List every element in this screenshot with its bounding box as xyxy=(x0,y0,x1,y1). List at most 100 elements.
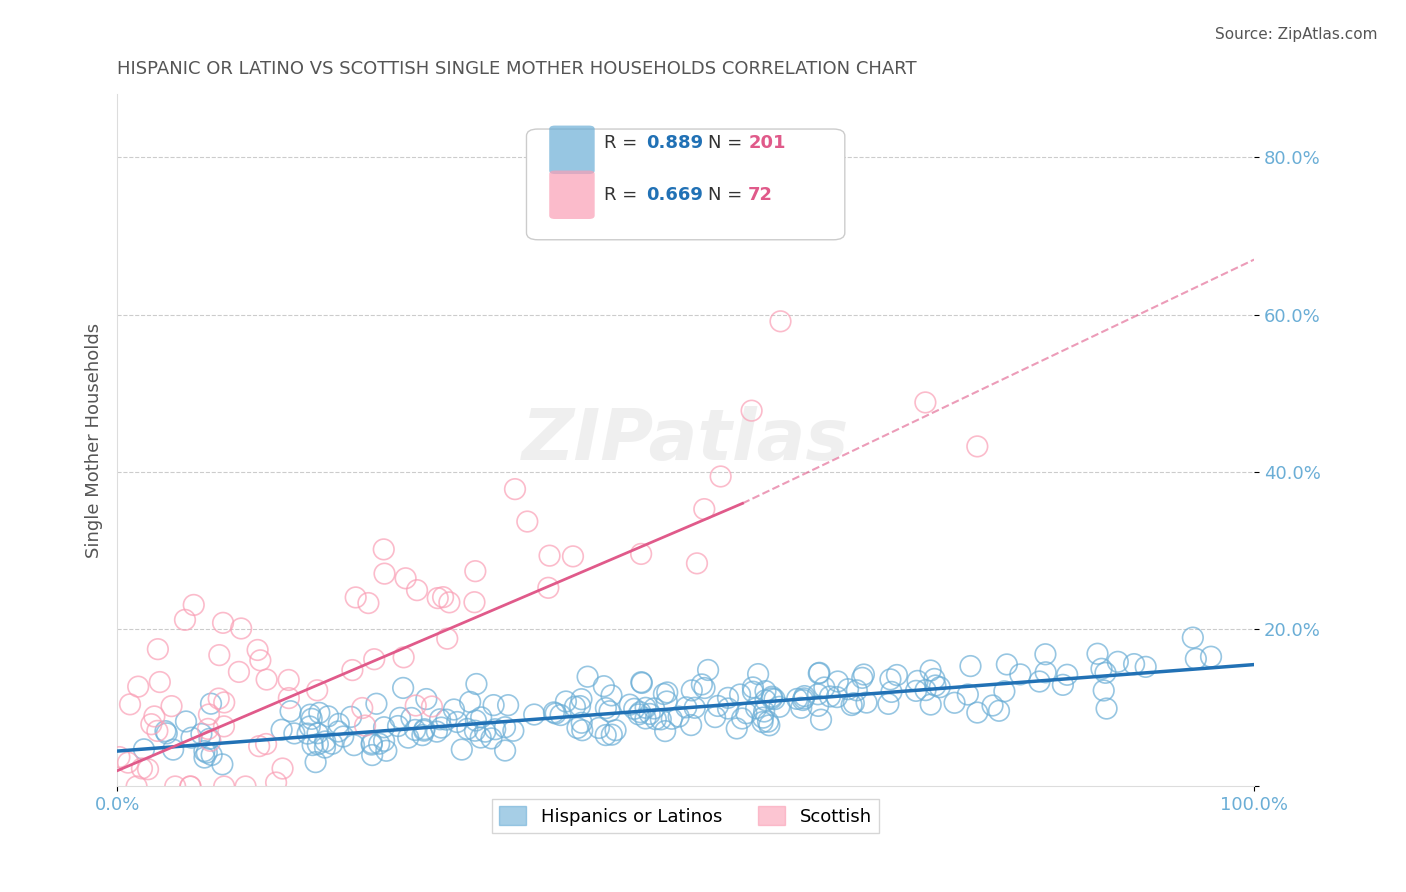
Point xyxy=(387,719,409,733)
Point xyxy=(827,674,849,689)
Point xyxy=(693,502,716,516)
Point xyxy=(340,710,363,724)
Point xyxy=(246,643,269,657)
Point xyxy=(432,590,454,604)
Point xyxy=(156,726,179,740)
Point xyxy=(634,711,657,725)
Point xyxy=(125,780,148,794)
Point xyxy=(426,591,449,606)
Point xyxy=(567,721,589,735)
Point xyxy=(179,780,201,794)
Point xyxy=(742,681,765,695)
Point xyxy=(769,314,792,328)
Point xyxy=(470,731,492,745)
Point xyxy=(516,515,538,529)
Point xyxy=(790,700,813,714)
Point xyxy=(212,719,235,733)
Point xyxy=(228,665,250,679)
Point xyxy=(361,747,384,762)
Point xyxy=(446,714,468,729)
Point xyxy=(301,738,323,752)
Text: ZIPatlas: ZIPatlas xyxy=(522,406,849,475)
Point xyxy=(758,718,780,732)
Point xyxy=(761,691,783,706)
Point xyxy=(411,728,433,742)
Point xyxy=(155,724,177,739)
Point xyxy=(907,673,929,688)
Point xyxy=(208,691,231,706)
Point xyxy=(924,679,946,693)
Point xyxy=(212,615,235,630)
Point xyxy=(924,672,946,686)
Point xyxy=(768,699,790,714)
Point xyxy=(354,718,377,732)
Point xyxy=(193,750,215,764)
Point xyxy=(201,747,224,762)
Point xyxy=(143,709,166,723)
Point xyxy=(363,652,385,666)
Point xyxy=(482,698,505,712)
Point xyxy=(652,687,675,701)
Point xyxy=(576,670,599,684)
Point xyxy=(981,698,1004,713)
Point xyxy=(314,740,336,755)
Point xyxy=(852,667,875,681)
Point xyxy=(655,694,678,708)
Point xyxy=(420,699,443,714)
Point xyxy=(842,696,865,710)
Point xyxy=(132,742,155,756)
Point xyxy=(914,395,936,409)
Point xyxy=(373,734,395,748)
Point xyxy=(141,717,163,731)
Point xyxy=(183,598,205,612)
Point xyxy=(571,715,593,730)
Point xyxy=(264,775,287,789)
Point xyxy=(747,667,769,681)
Point xyxy=(193,744,215,758)
Point xyxy=(634,701,657,715)
Point xyxy=(793,691,815,706)
Point xyxy=(118,698,141,712)
Point xyxy=(373,720,395,734)
Point xyxy=(754,693,776,707)
Point xyxy=(880,685,903,699)
Point xyxy=(434,713,457,727)
Point xyxy=(415,692,437,706)
Point xyxy=(1056,667,1078,681)
Point xyxy=(571,723,593,738)
Point xyxy=(569,699,592,714)
Point xyxy=(254,737,277,751)
Point xyxy=(1107,655,1129,669)
Point xyxy=(786,692,808,706)
Point xyxy=(195,746,218,760)
Point xyxy=(841,698,863,712)
Point xyxy=(538,549,561,563)
Point xyxy=(742,684,765,698)
Point xyxy=(256,673,278,687)
Point xyxy=(657,685,679,699)
Point xyxy=(301,712,323,726)
Point xyxy=(392,681,415,695)
Point xyxy=(160,699,183,714)
Point xyxy=(321,737,343,751)
Point xyxy=(877,697,900,711)
Point xyxy=(179,780,201,794)
Point xyxy=(212,780,235,794)
Point xyxy=(297,726,319,740)
Point xyxy=(1181,631,1204,645)
Text: 201: 201 xyxy=(748,134,786,152)
Point xyxy=(299,707,322,722)
Text: N =: N = xyxy=(709,186,748,203)
Point xyxy=(149,675,172,690)
Point xyxy=(429,712,451,726)
Point xyxy=(537,581,560,595)
Point xyxy=(373,542,395,557)
Point xyxy=(368,737,391,751)
Point xyxy=(564,699,586,714)
Text: Source: ZipAtlas.com: Source: ZipAtlas.com xyxy=(1215,27,1378,42)
Point xyxy=(630,676,652,690)
Y-axis label: Single Mother Households: Single Mother Households xyxy=(86,323,103,558)
Point xyxy=(1123,657,1146,672)
Point xyxy=(357,596,380,610)
Point xyxy=(717,701,740,715)
